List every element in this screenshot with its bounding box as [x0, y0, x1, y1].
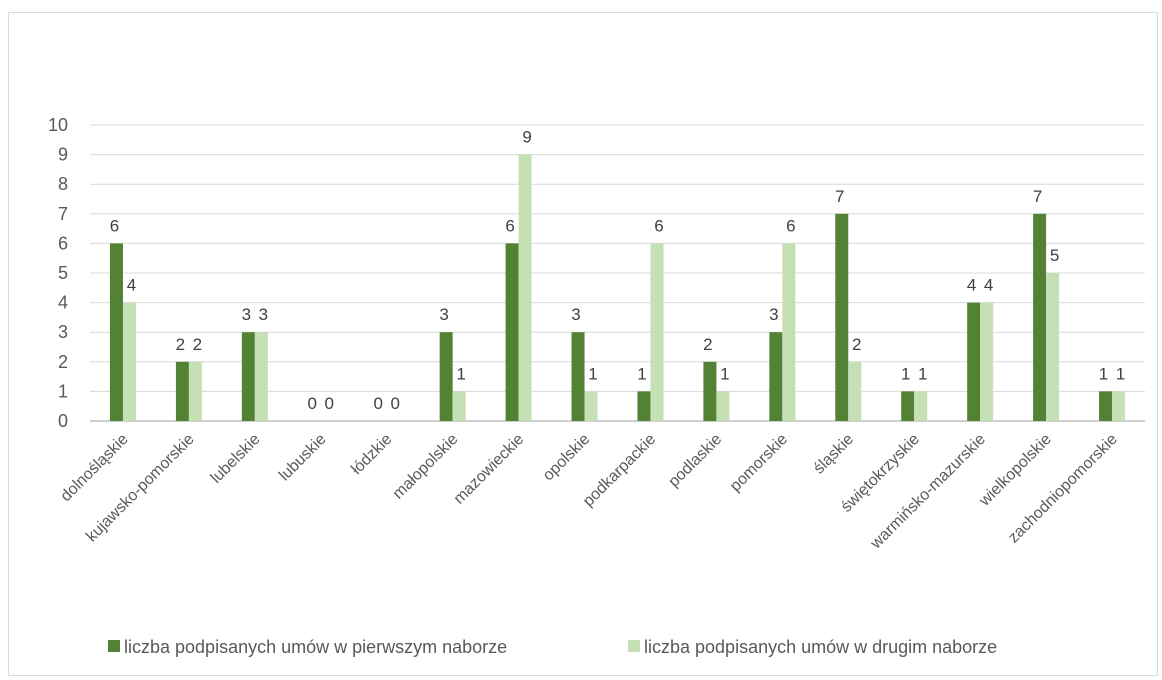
data-label: 0: [373, 394, 382, 413]
y-tick-label: 2: [58, 352, 68, 372]
data-label: 1: [1116, 364, 1125, 383]
data-label: 2: [703, 335, 712, 354]
bar-first-round: [1099, 391, 1113, 421]
bar-first-round: [571, 332, 585, 421]
data-label: 2: [193, 335, 202, 354]
y-tick-label: 8: [58, 174, 68, 194]
legend-swatch-second-round: [628, 640, 640, 652]
category-label: mazowieckie: [451, 431, 528, 508]
category-label: małopolskie: [390, 431, 462, 503]
y-tick-label: 4: [58, 293, 68, 313]
category-label: śląskie: [811, 431, 858, 478]
data-label: 3: [571, 305, 580, 324]
data-label: 1: [637, 364, 646, 383]
category-label: lubelskie: [208, 431, 264, 487]
data-label: 0: [325, 394, 334, 413]
data-label: 2: [852, 335, 861, 354]
bar-first-round: [439, 332, 453, 421]
bar-first-round: [109, 243, 123, 421]
bar-second-round: [914, 391, 928, 421]
category-label: warmińsko-mazurskie: [867, 431, 989, 553]
bar-second-round: [452, 391, 466, 421]
bar-first-round: [901, 391, 915, 421]
data-label: 6: [786, 216, 795, 235]
data-label: 1: [918, 364, 927, 383]
bar-second-round: [848, 361, 862, 421]
bar-first-round: [835, 213, 849, 421]
bar-second-round: [1046, 273, 1060, 421]
legend-swatch-first-round: [108, 640, 120, 652]
data-label: 1: [1099, 364, 1108, 383]
category-label: dolnośląskie: [58, 431, 132, 505]
bar-second-round: [584, 391, 598, 421]
bar-first-round: [175, 361, 189, 421]
data-label: 5: [1050, 246, 1059, 265]
data-label: 1: [456, 364, 465, 383]
bar-second-round: [188, 361, 202, 421]
bar-second-round: [650, 243, 664, 421]
category-label: łódzkie: [348, 431, 395, 478]
bar-first-round: [505, 243, 519, 421]
y-tick-label: 5: [58, 263, 68, 283]
data-label: 6: [505, 216, 514, 235]
category-label: kujawsko-pomorskie: [83, 431, 198, 546]
bar-second-round: [716, 391, 730, 421]
y-tick-label: 0: [58, 411, 68, 431]
y-tick-label: 7: [58, 204, 68, 224]
data-label: 7: [835, 187, 844, 206]
bar-first-round: [241, 332, 255, 421]
data-label: 1: [901, 364, 910, 383]
bar-first-round: [637, 391, 651, 421]
y-tick-label: 1: [58, 381, 68, 401]
bar-second-round: [1112, 391, 1126, 421]
data-label: 1: [720, 364, 729, 383]
data-label: 0: [308, 394, 317, 413]
data-label: 4: [967, 276, 976, 295]
category-label: lubuskie: [276, 431, 330, 485]
bar-second-round: [782, 243, 796, 421]
bar-second-round: [980, 302, 994, 421]
data-label: 2: [176, 335, 185, 354]
bar-first-round: [1033, 213, 1047, 421]
data-label: 9: [522, 128, 531, 147]
data-label: 4: [127, 276, 136, 295]
category-label: zachodniopomorskie: [1005, 431, 1121, 547]
data-label: 3: [769, 305, 778, 324]
data-label: 4: [984, 276, 993, 295]
bar-first-round: [769, 332, 783, 421]
bar-second-round: [122, 302, 136, 421]
bar-first-round: [703, 361, 717, 421]
data-label: 7: [1033, 187, 1042, 206]
bar-second-round: [254, 332, 268, 421]
data-label: 3: [242, 305, 251, 324]
y-tick-label: 9: [58, 145, 68, 165]
bar-second-round: [518, 154, 532, 421]
data-label: 3: [439, 305, 448, 324]
category-label: podlaskie: [665, 431, 725, 491]
y-tick-label: 10: [48, 115, 68, 135]
data-label: 0: [390, 394, 399, 413]
data-label: 3: [259, 305, 268, 324]
data-label: 6: [110, 216, 119, 235]
data-label: 6: [654, 216, 663, 235]
category-label: opolskie: [540, 431, 594, 485]
legend-label: liczba podpisanych umów w pierwszym nabo…: [124, 637, 507, 657]
y-tick-label: 6: [58, 233, 68, 253]
bar-first-round: [967, 302, 981, 421]
y-tick-label: 3: [58, 322, 68, 342]
legend-label: liczba podpisanych umów w drugim naborze: [644, 637, 997, 657]
data-label: 1: [588, 364, 597, 383]
category-label: pomorskie: [727, 431, 791, 495]
